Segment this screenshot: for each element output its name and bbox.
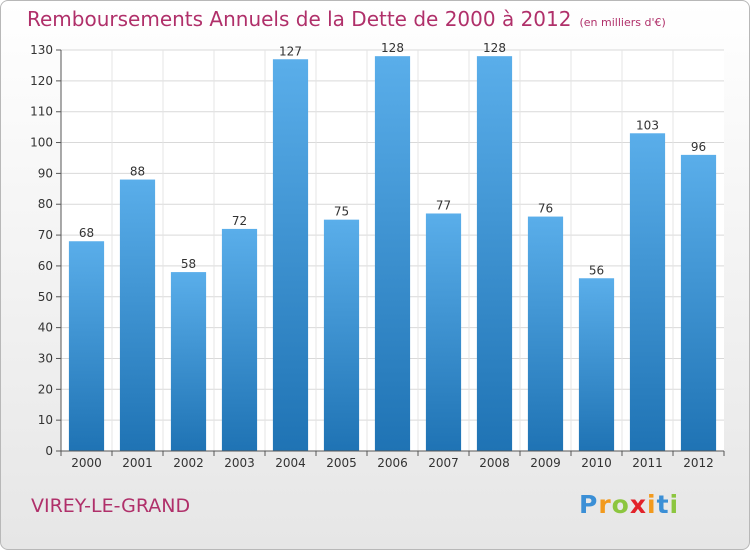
y-tick-label: 90 — [38, 166, 53, 180]
y-tick-label: 100 — [30, 136, 53, 150]
bar — [323, 219, 360, 451]
bar — [272, 59, 309, 451]
logo-letter: x — [629, 490, 647, 519]
x-tick-label: 2009 — [530, 456, 561, 470]
y-tick-label: 10 — [38, 413, 53, 427]
data-label: 103 — [636, 118, 659, 132]
data-label: 72 — [232, 214, 247, 228]
x-tick-label: 2000 — [71, 456, 102, 470]
logo-letter: r — [598, 490, 612, 519]
x-tick-label: 2010 — [581, 456, 612, 470]
x-tick-label: 2005 — [326, 456, 357, 470]
x-tick-label: 2008 — [479, 456, 510, 470]
data-label: 96 — [691, 140, 706, 154]
data-label: 77 — [436, 198, 451, 212]
data-label: 88 — [130, 165, 145, 179]
x-tick-label: 2007 — [428, 456, 459, 470]
bar — [170, 272, 207, 451]
bar — [119, 179, 156, 452]
chart-unit-note: (en milliers d'€) — [579, 16, 666, 29]
data-label: 75 — [334, 205, 349, 219]
bar — [425, 213, 462, 451]
data-label: 127 — [279, 44, 302, 58]
x-tick-label: 2003 — [224, 456, 255, 470]
y-tick-label: 40 — [38, 321, 53, 335]
bar — [680, 154, 717, 451]
y-tick-label: 120 — [30, 74, 53, 88]
x-tick-label: 2006 — [377, 456, 408, 470]
y-tick-label: 20 — [38, 382, 53, 396]
bar — [68, 241, 105, 451]
logo-letter: i — [647, 490, 657, 519]
y-tick-label: 130 — [30, 43, 53, 57]
bar — [221, 228, 258, 451]
bar — [578, 278, 615, 451]
logo-letter: o — [611, 490, 630, 519]
chart-title-text: Remboursements Annuels de la Dette de 20… — [27, 7, 572, 31]
y-tick-label: 0 — [45, 444, 53, 458]
logo-letter: i — [669, 490, 680, 519]
data-label: 128 — [381, 41, 404, 55]
x-tick-label: 2001 — [122, 456, 153, 470]
y-tick-label: 60 — [38, 259, 53, 273]
place-name: VIREY-LE-GRAND — [31, 495, 191, 517]
x-tick-label: 2002 — [173, 456, 204, 470]
proxiti-logo: Proxiti — [579, 490, 679, 519]
logo-letter: t — [656, 490, 670, 519]
bar — [629, 133, 666, 452]
data-label: 76 — [538, 202, 553, 216]
data-label: 58 — [181, 257, 196, 271]
y-tick-label: 30 — [38, 351, 53, 365]
x-tick-label: 2012 — [683, 456, 714, 470]
y-tick-label: 110 — [30, 105, 53, 119]
x-tick-label: 2004 — [275, 456, 306, 470]
y-tick-label: 80 — [38, 197, 53, 211]
y-tick-label: 70 — [38, 228, 53, 242]
data-label: 128 — [483, 41, 506, 55]
y-tick-label: 50 — [38, 290, 53, 304]
bar — [527, 216, 564, 451]
bar — [476, 56, 513, 452]
data-label: 68 — [79, 226, 94, 240]
chart-title: Remboursements Annuels de la Dette de 20… — [27, 7, 666, 31]
data-label: 56 — [589, 263, 604, 277]
x-tick-label: 2011 — [632, 456, 663, 470]
logo-letter: P — [579, 490, 599, 519]
bar — [374, 56, 411, 452]
